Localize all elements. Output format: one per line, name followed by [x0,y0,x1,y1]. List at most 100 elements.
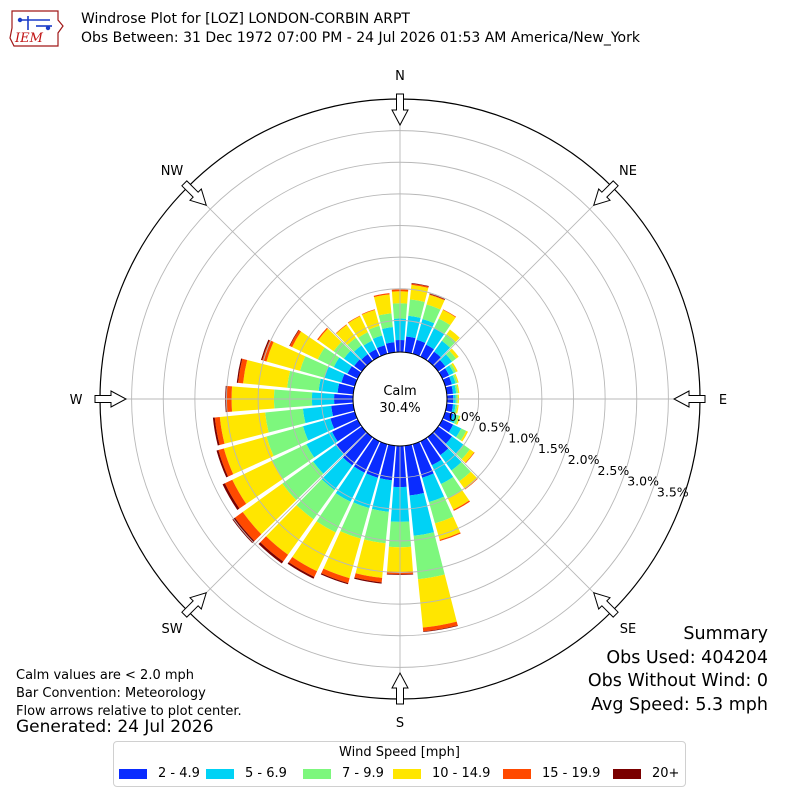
bar-60-bin-3 [449,363,457,374]
legend-label-bin-6: 20+ [652,766,680,781]
bar-340-bin-2 [372,335,385,349]
bar-280-bin-3 [287,370,321,391]
bar-20-bin-1 [412,339,426,357]
bar-350-bin-3 [378,313,393,329]
bar-260-bin-4 [219,412,269,444]
compass-label-SW: SW [161,622,182,637]
flow-arrow-S [391,671,409,705]
bar-50-bin-4 [449,348,459,359]
bar-240-bin-6 [222,483,240,510]
bar-170-bin-1 [404,444,424,496]
bar-330-bin-5 [347,315,361,324]
bar-110-bin-3 [453,414,460,425]
bar-140-bin-1 [427,432,449,456]
bar-convention-note: Bar Convention: Meteorology [16,686,206,701]
legend-item-bin-3: 7 - 9.9 [303,766,384,781]
bar-330-bin-3 [358,332,372,346]
bar-140-bin-5 [464,478,478,490]
bar-10-bin-6 [411,283,429,287]
bar-20-bin-3 [422,304,441,324]
bar-240-bin-5 [224,479,247,509]
bar-120-bin-1 [438,419,454,433]
legend-item-bin-4: 10 - 14.9 [393,766,490,781]
grid-spoke [187,431,368,612]
bar-230-bin-1 [336,426,367,454]
bar-170-bin-2 [409,492,434,536]
calm-note: Calm values are < 2.0 mph [16,668,195,683]
radial-tick-label: 1.0% [508,430,540,445]
bar-300-bin-3 [317,347,340,368]
bar-250-bin-5 [218,448,234,477]
compass-label-E: E [719,393,727,408]
bar-150-bin-5 [453,500,470,511]
legend-item-bin-5: 15 - 19.9 [503,766,600,781]
legend-swatch-bin-3 [303,768,331,779]
bar-50-bin-2 [439,354,453,367]
radial-tick-label: 3.0% [627,474,659,489]
chart-title-block: Windrose Plot for [LOZ] LONDON-CORBIN AR… [81,10,640,48]
bar-20-bin-2 [416,319,435,343]
compass-label-N: N [395,69,405,84]
windrose-bars [212,283,478,633]
bar-290-bin-1 [341,373,358,387]
bar-190-bin-3 [364,508,389,544]
bar-320-bin-3 [347,337,362,352]
bar-300-bin-6 [289,329,299,346]
bar-200-bin-3 [340,502,370,539]
bar-290-bin-6 [260,339,270,361]
bar-140-bin-2 [440,448,462,471]
bar-300-bin-5 [289,330,302,348]
bar-250-bin-1 [330,411,358,429]
bar-340-bin-3 [368,325,383,339]
bar-210-bin-5 [288,556,318,577]
bar-130-bin-4 [461,449,475,463]
summary-avg-speed: Avg Speed: 5.3 mph [591,694,768,715]
bar-10-bin-4 [409,284,429,302]
bar-120-bin-4 [460,430,468,442]
bar-140-bin-4 [459,471,478,490]
bar-20-bin-4 [426,294,445,310]
bar-300-bin-1 [347,366,362,379]
bar-70-bin-4 [454,373,459,383]
bar-40-bin-3 [441,334,456,348]
compass-labels: N NE E SE S SW W NW [70,69,728,731]
bar-210-bin-3 [316,493,351,533]
bar-340-bin-1 [377,345,388,357]
bar-260-bin-6 [212,417,220,446]
legend-item-bin-6: 20+ [613,766,679,781]
bar-350-bin-2 [382,327,395,344]
bar-230-bin-6 [232,517,255,544]
bar-100-bin-3 [454,404,458,414]
compass-arrows [94,93,706,705]
radial-tick-label: 2.5% [598,463,630,478]
summary-obs-used: Obs Used: 404204 [606,647,768,668]
bar-130-bin-1 [433,426,453,444]
bar-260-bin-2 [302,405,333,424]
bar-330-bin-1 [368,349,380,361]
bar-20-bin-5 [429,294,445,301]
bar-130-bin-5 [465,452,475,464]
legend-label-bin-1: 2 - 4.9 [158,766,200,781]
legend-label-bin-2: 5 - 6.9 [245,766,287,781]
bar-310-bin-5 [317,327,328,341]
legend-swatch-bin-2 [206,768,234,779]
bar-220-bin-3 [296,479,335,520]
bar-30-bin-2 [426,328,445,350]
legend-label-bin-3: 7 - 9.9 [342,766,384,781]
flow-arrow-NW [181,180,208,207]
bar-260-bin-5 [214,416,225,445]
bar-230-bin-3 [282,461,324,501]
bar-130-bin-3 [455,444,471,460]
bar-310-bin-4 [318,328,342,352]
compass-label-NE: NE [619,164,637,179]
bar-170-bin-5 [422,621,458,632]
bar-50-bin-1 [433,359,446,372]
flow-arrow-SW [181,591,208,618]
bar-320-bin-2 [353,345,368,360]
bar-30-bin-4 [438,309,456,326]
bar-170-bin-6 [423,625,458,633]
calm-disc: Calm 30.4% [352,351,448,447]
bar-190-bin-5 [354,573,383,583]
bar-310-bin-3 [333,341,351,359]
bar-50-bin-3 [445,350,457,362]
